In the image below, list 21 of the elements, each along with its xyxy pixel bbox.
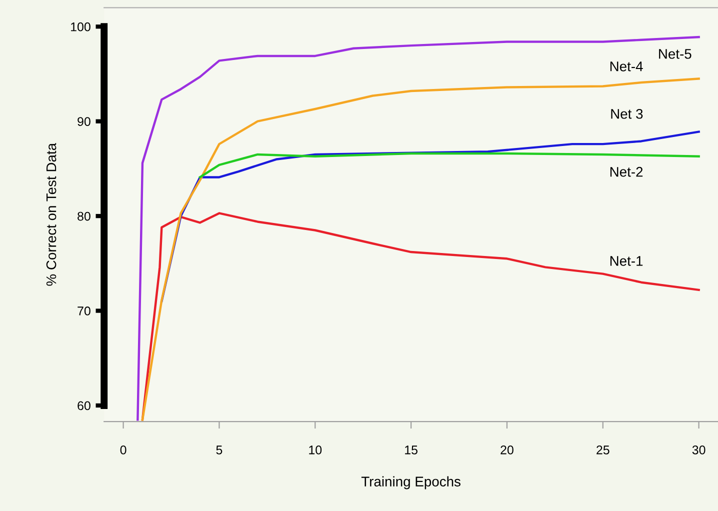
y-tick-label: 90 <box>78 117 90 126</box>
x-tick-label: 5 <box>216 446 222 454</box>
x-tick-label: 20 <box>500 446 514 454</box>
line-series <box>160 130 700 302</box>
y-tick-label: 80 <box>78 212 90 221</box>
x-tick-label: 25 <box>596 446 610 454</box>
series-label: Net-1 <box>610 256 643 266</box>
series-label: Net 3 <box>611 108 643 119</box>
x-tick-label: 10 <box>309 446 322 454</box>
series-label: Net-5 <box>659 49 692 59</box>
y-axis-title: % Correct on Test Data <box>46 142 56 286</box>
x-tick-label: 15 <box>405 446 418 454</box>
series-label: Net-2 <box>610 166 643 177</box>
y-tick-label: 60 <box>78 401 90 410</box>
x-tick-label: 30 <box>692 446 706 454</box>
line-series <box>198 152 700 178</box>
series-label: Net-4 <box>610 62 643 72</box>
y-tick-label: 70 <box>78 306 90 316</box>
y-tick-label: 100 <box>71 22 90 32</box>
x-tick-label: 0 <box>120 446 126 454</box>
x-axis-title: Training Epochs <box>361 476 460 490</box>
